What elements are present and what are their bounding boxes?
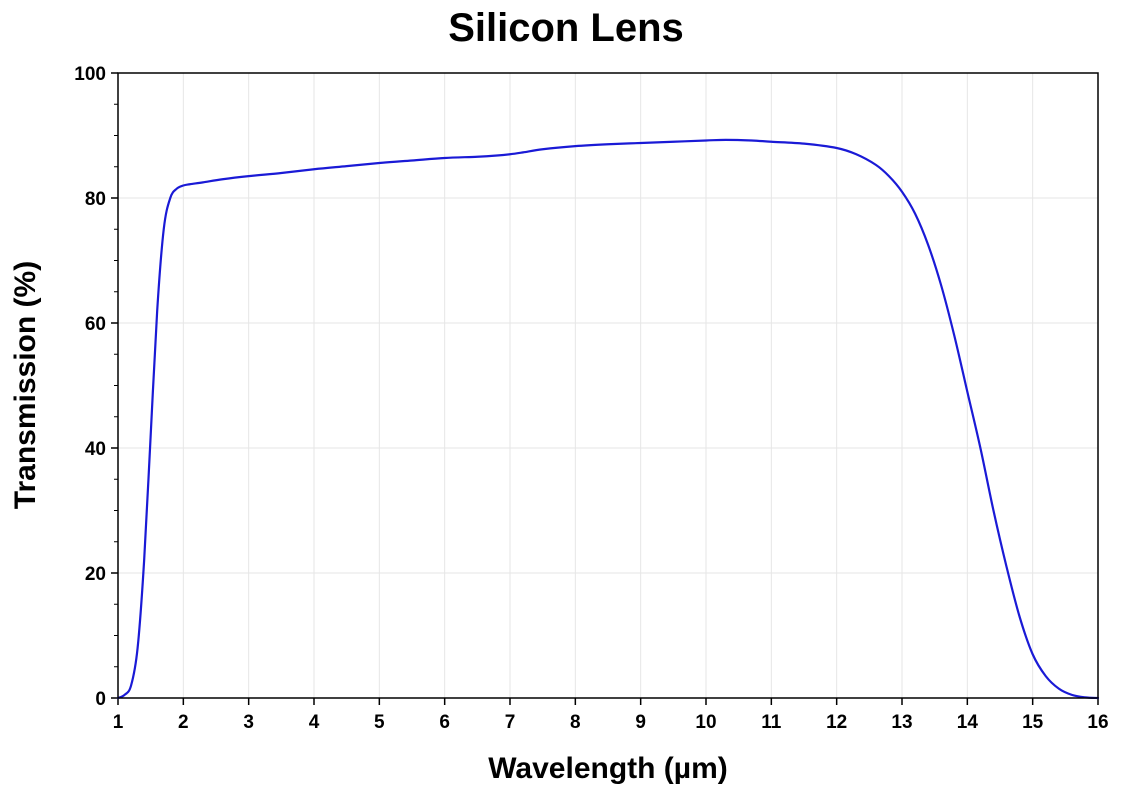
x-tick-label: 4 — [309, 712, 320, 733]
x-tick-label: 1 — [113, 712, 124, 733]
x-tick-labels: 1 2 3 4 5 6 7 8 9 10 11 12 13 14 15 16 — [113, 712, 1109, 733]
y-tick-labels: 0 20 40 60 80 100 — [74, 64, 106, 710]
x-tick-label: 13 — [891, 712, 912, 733]
x-tick-label: 16 — [1087, 712, 1108, 733]
chart-title: Silicon Lens — [448, 6, 684, 50]
y-tick-label: 80 — [85, 189, 106, 210]
x-tick-label: 12 — [826, 712, 847, 733]
y-tick-label: 100 — [74, 64, 106, 85]
x-tick-label: 6 — [439, 712, 450, 733]
x-tick-label: 7 — [505, 712, 516, 733]
y-tick-label: 40 — [85, 439, 106, 460]
y-tick-label: 60 — [85, 314, 106, 335]
x-tick-label: 10 — [695, 712, 716, 733]
grid — [118, 73, 1098, 698]
plot-frame — [117, 72, 1099, 699]
x-tick-label: 2 — [178, 712, 189, 733]
x-axis-label: Wavelength (µm) — [488, 752, 728, 785]
y-tick-label: 0 — [95, 689, 106, 710]
x-tick-label: 9 — [635, 712, 646, 733]
y-tick-label: 20 — [85, 564, 106, 585]
x-tick-label: 14 — [957, 712, 979, 733]
y-axis-label: Transmission (%) — [9, 260, 42, 510]
x-tick-label: 8 — [570, 712, 581, 733]
x-tick-label: 5 — [374, 712, 385, 733]
major-ticks — [111, 72, 1099, 705]
x-tick-label: 15 — [1022, 712, 1044, 733]
transmission-line — [116, 138, 1100, 700]
x-tick-label: 11 — [761, 712, 782, 733]
x-tick-label: 3 — [243, 712, 254, 733]
